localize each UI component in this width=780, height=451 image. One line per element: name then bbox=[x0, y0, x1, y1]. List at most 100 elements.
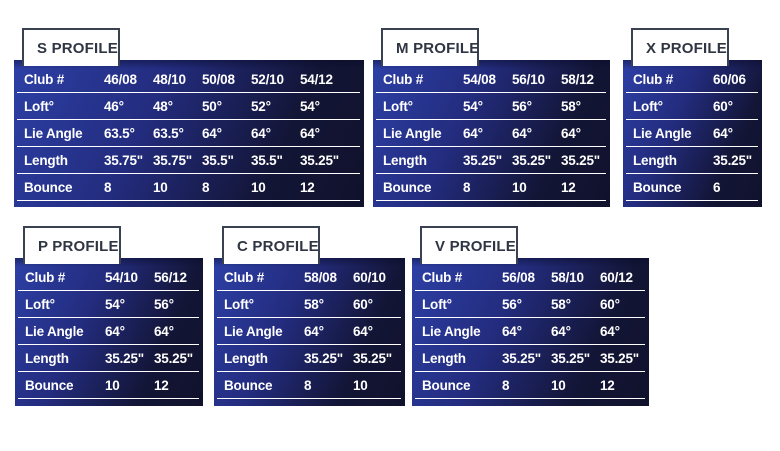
table-row: Club # 54/10 56/12 bbox=[15, 264, 203, 291]
row-label: Length bbox=[633, 153, 677, 168]
cell-value: 35.25" bbox=[502, 351, 541, 366]
cell-value: 8 bbox=[304, 378, 312, 393]
cell-value: 10 bbox=[153, 180, 168, 195]
table-row: Bounce 8 10 12 bbox=[373, 174, 610, 201]
cell-value: 35.5" bbox=[251, 153, 283, 168]
cell-value: 58/12 bbox=[561, 72, 594, 87]
row-label: Lie Angle bbox=[25, 324, 84, 339]
table-row: Bounce 6 bbox=[623, 174, 762, 201]
row-label: Length bbox=[383, 153, 427, 168]
cell-value: 64° bbox=[502, 324, 522, 339]
cell-value: 12 bbox=[154, 378, 169, 393]
cell-value: 64° bbox=[463, 126, 483, 141]
cell-value: 64° bbox=[600, 324, 620, 339]
table-row: Loft° 54° 56° 58° bbox=[373, 93, 610, 120]
cell-value: 56° bbox=[512, 99, 532, 114]
cell-value: 35.25" bbox=[463, 153, 502, 168]
table-row: Length 35.25" 35.25" 35.25" bbox=[373, 147, 610, 174]
cell-value: 64° bbox=[512, 126, 532, 141]
cell-value: 54° bbox=[300, 99, 320, 114]
cell-value: 64° bbox=[300, 126, 320, 141]
table-row: Bounce 8 10 bbox=[214, 372, 405, 399]
cell-value: 64° bbox=[713, 126, 733, 141]
row-label: Length bbox=[422, 351, 466, 366]
cell-value: 64° bbox=[304, 324, 324, 339]
cell-value: 35.25" bbox=[600, 351, 639, 366]
row-label: Bounce bbox=[422, 378, 471, 393]
cell-value: 64° bbox=[353, 324, 373, 339]
cell-value: 60° bbox=[713, 99, 733, 114]
cell-value: 8 bbox=[202, 180, 210, 195]
table-row: Length 35.25" 35.25" 35.25" bbox=[412, 345, 649, 372]
table-row: Lie Angle 64° 64° bbox=[214, 318, 405, 345]
cell-value: 52/10 bbox=[251, 72, 284, 87]
m-profile-table: M PROFILE Club # 54/08 56/10 58/12 Loft° 54° 5… bbox=[373, 28, 610, 207]
cell-value: 48/10 bbox=[153, 72, 186, 87]
cell-value: 50° bbox=[202, 99, 222, 114]
cell-value: 58° bbox=[561, 99, 581, 114]
table-row: Club # 60/06 bbox=[623, 66, 762, 93]
table-row: Club # 54/08 56/10 58/12 bbox=[373, 66, 610, 93]
p-profile-title: P PROFILE bbox=[38, 237, 119, 255]
s-profile-tab: S PROFILE bbox=[22, 28, 120, 66]
table-row: Bounce 8 10 12 bbox=[412, 372, 649, 399]
cell-value: 64° bbox=[202, 126, 222, 141]
row-label: Lie Angle bbox=[633, 126, 692, 141]
cell-value: 54/12 bbox=[300, 72, 333, 87]
cell-value: 54° bbox=[105, 297, 125, 312]
table-row: Bounce 10 12 bbox=[15, 372, 203, 399]
row-label: Lie Angle bbox=[422, 324, 481, 339]
row-label: Club # bbox=[224, 270, 265, 285]
m-profile-spec-grid: Club # 54/08 56/10 58/12 Loft° 54° 56° 58° Lie A… bbox=[373, 60, 610, 207]
c-profile-tab: C PROFILE bbox=[222, 226, 320, 264]
cell-value: 35.25" bbox=[561, 153, 600, 168]
table-row: Loft° 58° 60° bbox=[214, 291, 405, 318]
cell-value: 54/10 bbox=[105, 270, 138, 285]
cell-value: 12 bbox=[600, 378, 615, 393]
table-row: Length 35.25" bbox=[623, 147, 762, 174]
v-profile-tab: V PROFILE bbox=[420, 226, 518, 264]
cell-value: 35.75" bbox=[104, 153, 143, 168]
x-profile-table: X PROFILE Club # 60/06 Loft° 60° Lie Angle 64… bbox=[623, 28, 762, 207]
row-label: Club # bbox=[25, 270, 66, 285]
table-row: Club # 46/08 48/10 50/08 52/10 54/12 bbox=[14, 66, 364, 93]
row-label: Lie Angle bbox=[224, 324, 283, 339]
table-row: Lie Angle 64° 64° 64° bbox=[412, 318, 649, 345]
cell-value: 46/08 bbox=[104, 72, 137, 87]
cell-value: 56° bbox=[502, 297, 522, 312]
cell-value: 10 bbox=[551, 378, 566, 393]
cell-value: 8 bbox=[104, 180, 112, 195]
table-row: Length 35.75" 35.75" 35.5" 35.5" 35.25" bbox=[14, 147, 364, 174]
x-profile-title: X PROFILE bbox=[646, 39, 727, 57]
cell-value: 35.5" bbox=[202, 153, 234, 168]
row-label: Loft° bbox=[422, 297, 452, 312]
cell-value: 35.25" bbox=[154, 351, 193, 366]
cell-value: 50/08 bbox=[202, 72, 235, 87]
row-label: Lie Angle bbox=[383, 126, 442, 141]
cell-value: 63.5° bbox=[153, 126, 184, 141]
cell-value: 6 bbox=[713, 180, 721, 195]
v-profile-title: V PROFILE bbox=[435, 237, 516, 255]
cell-value: 35.25" bbox=[304, 351, 343, 366]
row-label: Club # bbox=[633, 72, 674, 87]
s-profile-spec-grid: Club # 46/08 48/10 50/08 52/10 54/12 Loft° 46° 4… bbox=[14, 60, 364, 207]
table-row: Lie Angle 64° bbox=[623, 120, 762, 147]
cell-value: 10 bbox=[105, 378, 120, 393]
cell-value: 63.5° bbox=[104, 126, 135, 141]
cell-value: 10 bbox=[251, 180, 266, 195]
cell-value: 35.25" bbox=[353, 351, 392, 366]
table-row: Bounce 8 10 8 10 12 bbox=[14, 174, 364, 201]
c-profile-title: C PROFILE bbox=[237, 237, 319, 255]
row-label: Loft° bbox=[633, 99, 663, 114]
cell-value: 60° bbox=[353, 297, 373, 312]
p-profile-table: P PROFILE Club # 54/10 56/12 Loft° 54° 56° Lie… bbox=[15, 226, 203, 406]
table-row: Length 35.25" 35.25" bbox=[214, 345, 405, 372]
row-label: Length bbox=[24, 153, 68, 168]
cell-value: 60/12 bbox=[600, 270, 633, 285]
cell-value: 48° bbox=[153, 99, 173, 114]
cell-value: 10 bbox=[353, 378, 368, 393]
cell-value: 56/10 bbox=[512, 72, 545, 87]
cell-value: 54° bbox=[463, 99, 483, 114]
table-row: Lie Angle 64° 64° 64° bbox=[373, 120, 610, 147]
